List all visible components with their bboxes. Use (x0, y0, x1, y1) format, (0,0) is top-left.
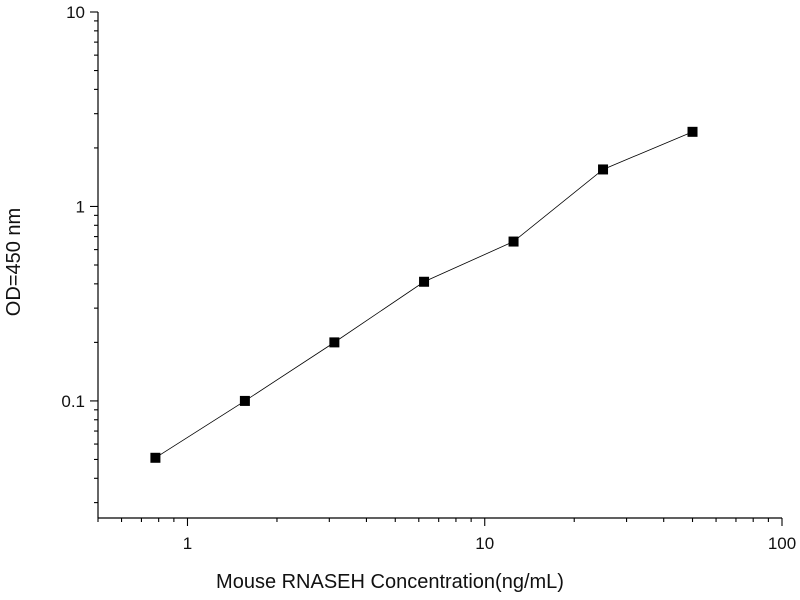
y-tick-label: 0.1 (61, 392, 85, 411)
x-tick-label: 1 (183, 534, 192, 553)
x-tick-label: 10 (475, 534, 494, 553)
y-axis-tick-labels: 0.1 1 10 (61, 3, 85, 411)
data-point (329, 337, 340, 348)
x-axis-title: Mouse RNASEH Concentration(ng/mL) (216, 571, 564, 593)
y-tick-label: 10 (66, 3, 85, 22)
axes (97, 12, 782, 519)
data-point (598, 164, 609, 175)
series-points (150, 126, 698, 463)
data-point (150, 452, 161, 463)
data-point (508, 236, 519, 247)
series-lines (155, 131, 693, 459)
x-axis-ticks (97, 518, 783, 526)
x-tick-label: 100 (768, 534, 796, 553)
y-tick-label: 1 (76, 197, 85, 216)
y-axis-title: OD=450 nm (3, 208, 25, 316)
x-axis-tick-labels: 1 10 100 (183, 534, 796, 553)
data-point (239, 395, 250, 406)
series-line (155, 131, 693, 459)
y-axis-ticks (90, 11, 98, 504)
data-point (687, 126, 698, 137)
data-point (419, 276, 430, 287)
